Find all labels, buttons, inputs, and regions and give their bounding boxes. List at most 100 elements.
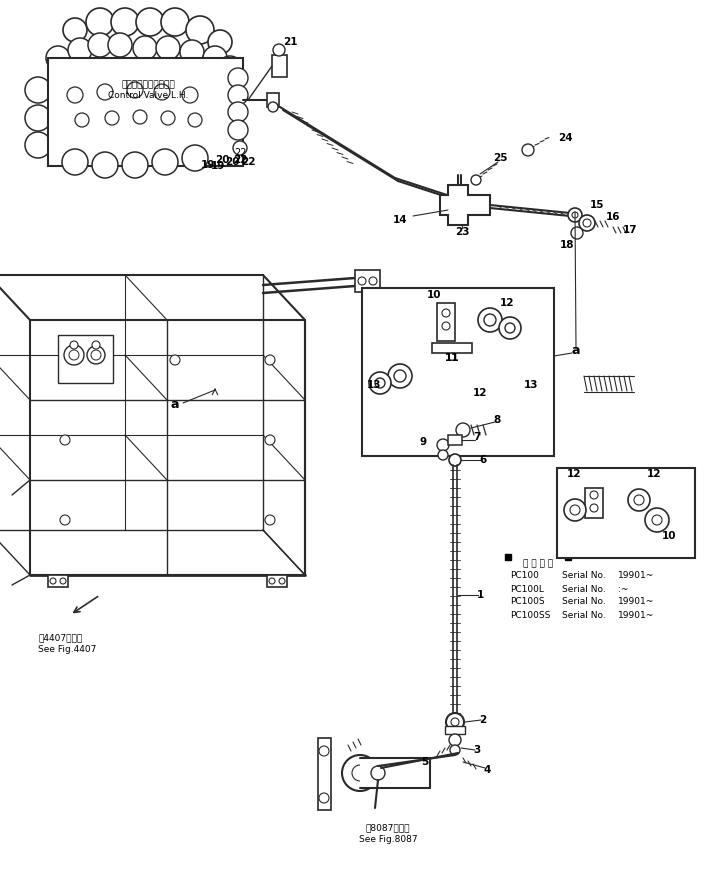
Bar	[272, 55, 287, 77]
Circle shape	[136, 8, 164, 36]
Circle shape	[273, 44, 285, 56]
Circle shape	[228, 120, 248, 140]
Text: 22: 22	[234, 148, 246, 158]
Text: 13: 13	[367, 380, 381, 390]
Circle shape	[75, 113, 89, 127]
Circle shape	[388, 364, 412, 388]
Circle shape	[60, 435, 70, 445]
Circle shape	[352, 765, 368, 781]
Text: 7: 7	[474, 432, 481, 442]
Circle shape	[81, 66, 99, 84]
Circle shape	[87, 346, 105, 364]
Circle shape	[583, 219, 591, 227]
Circle shape	[25, 132, 51, 158]
Circle shape	[228, 68, 248, 88]
Circle shape	[69, 350, 79, 360]
Text: 22: 22	[241, 157, 256, 167]
Text: 19: 19	[211, 161, 225, 171]
Circle shape	[450, 745, 460, 755]
Text: 12: 12	[647, 469, 662, 479]
Circle shape	[60, 578, 66, 584]
Circle shape	[265, 355, 275, 365]
Text: 第4407図参照: 第4407図参照	[38, 634, 82, 642]
Text: 4: 4	[484, 765, 491, 775]
Circle shape	[64, 345, 84, 365]
Circle shape	[85, 70, 95, 80]
Text: Serial No.: Serial No.	[562, 598, 606, 607]
Text: 19901~: 19901~	[618, 610, 654, 619]
Circle shape	[590, 491, 598, 499]
Circle shape	[484, 314, 496, 326]
Circle shape	[319, 793, 329, 803]
Text: PC100L: PC100L	[510, 584, 544, 593]
Text: 21: 21	[283, 37, 297, 47]
Circle shape	[50, 578, 56, 584]
Bar	[585, 488, 603, 518]
Text: a: a	[170, 398, 179, 412]
Circle shape	[97, 84, 113, 100]
Text: 第8087図参照: 第8087図参照	[366, 823, 410, 832]
Text: 11: 11	[444, 353, 459, 363]
Text: Serial No.: Serial No.	[562, 610, 606, 619]
Bar	[362, 288, 554, 456]
Circle shape	[522, 144, 534, 156]
Circle shape	[25, 77, 51, 103]
Bar	[318, 738, 331, 810]
Circle shape	[152, 149, 178, 175]
Circle shape	[369, 277, 377, 285]
Text: PC100S: PC100S	[510, 598, 545, 607]
Circle shape	[442, 322, 450, 330]
Text: 24: 24	[557, 133, 572, 143]
Text: 2: 2	[479, 715, 486, 725]
Bar	[557, 468, 695, 558]
Circle shape	[88, 33, 112, 57]
Circle shape	[68, 38, 92, 62]
Circle shape	[449, 454, 461, 466]
Text: 18: 18	[559, 240, 574, 250]
Circle shape	[105, 111, 119, 125]
Circle shape	[111, 63, 129, 81]
Circle shape	[115, 67, 125, 77]
Circle shape	[505, 323, 515, 333]
Circle shape	[122, 152, 148, 178]
Circle shape	[188, 113, 202, 127]
Text: 14: 14	[393, 215, 408, 225]
Circle shape	[437, 439, 449, 451]
Bar	[437, 303, 455, 341]
Bar	[432, 343, 472, 353]
Circle shape	[442, 309, 450, 317]
Circle shape	[161, 111, 175, 125]
Circle shape	[180, 40, 204, 64]
Circle shape	[161, 8, 189, 36]
Bar	[448, 435, 462, 445]
Circle shape	[228, 85, 248, 105]
Text: :~: :~	[618, 584, 628, 593]
Text: 19901~: 19901~	[618, 598, 654, 607]
Circle shape	[342, 755, 378, 791]
Circle shape	[369, 372, 391, 394]
Circle shape	[143, 67, 153, 77]
Text: 8: 8	[493, 415, 501, 425]
Circle shape	[269, 578, 275, 584]
Circle shape	[652, 515, 662, 525]
Bar	[360, 758, 430, 788]
Bar	[48, 575, 68, 587]
Circle shape	[265, 435, 275, 445]
Circle shape	[70, 341, 78, 349]
Text: 19: 19	[201, 160, 215, 170]
Circle shape	[572, 212, 578, 218]
Circle shape	[471, 175, 481, 185]
Circle shape	[571, 227, 583, 239]
Bar	[355, 270, 380, 292]
Text: 15: 15	[590, 200, 604, 210]
Bar	[565, 554, 571, 560]
Text: 11: 11	[444, 353, 459, 363]
Circle shape	[634, 495, 644, 505]
Circle shape	[186, 16, 214, 44]
Text: 12: 12	[567, 469, 581, 479]
Text: 13: 13	[524, 380, 538, 390]
Circle shape	[568, 208, 582, 222]
Bar	[267, 93, 279, 107]
Text: 22: 22	[233, 155, 247, 165]
Circle shape	[208, 30, 232, 54]
